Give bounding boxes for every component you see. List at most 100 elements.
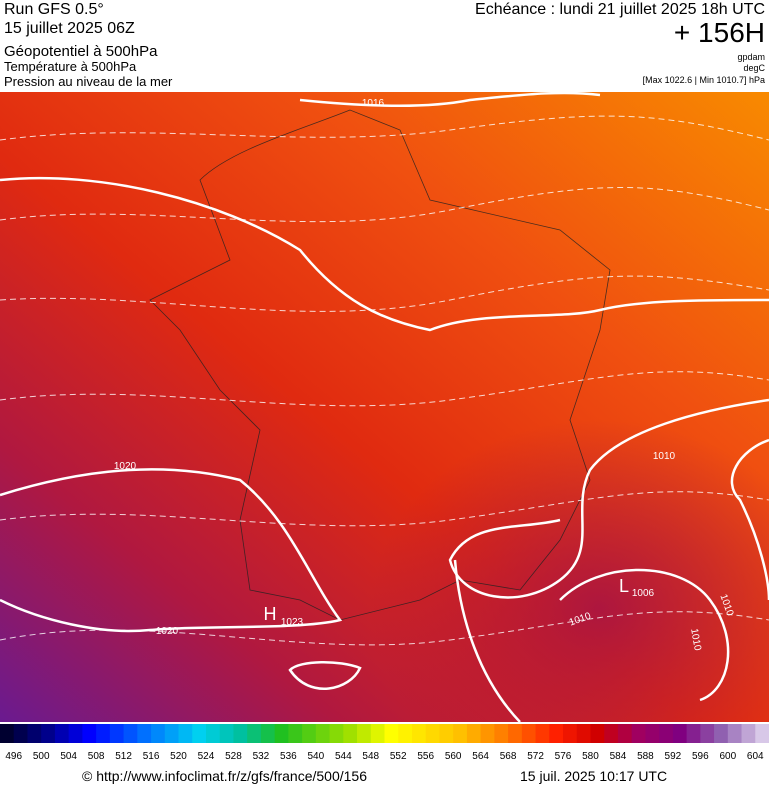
colorbar-label: 532	[253, 751, 270, 762]
run: Run GFS 0.5°	[4, 1, 104, 18]
colorbar-swatch	[494, 724, 509, 743]
colorbar-label: 580	[582, 751, 599, 762]
colorbar-swatch	[0, 724, 15, 743]
colorbar-label: 604	[747, 751, 764, 762]
timestamp: 15 juil. 2025 10:17 UTC	[520, 768, 667, 784]
colorbar-label: 560	[445, 751, 462, 762]
colorbar-swatch	[727, 724, 743, 743]
isobar-label: L	[619, 576, 629, 596]
echeance: Echéance : lundi 21 juillet 2025 18h UTC	[475, 1, 765, 18]
colorbar-swatch	[329, 724, 344, 743]
colorbar-label: 508	[88, 751, 105, 762]
colorbar-swatch	[164, 724, 180, 743]
low-shading	[0, 92, 769, 722]
colorbar-swatch	[288, 724, 303, 743]
isobar	[0, 176, 769, 332]
colorbar-label: 516	[143, 751, 160, 762]
colorbar-swatch	[68, 724, 83, 743]
isotherm	[0, 371, 769, 407]
colorbar-swatch	[370, 724, 385, 743]
isobar-label: 1006	[632, 588, 655, 599]
colorbar-label: 548	[362, 751, 379, 762]
map	[0, 91, 769, 723]
colorbar-swatch	[343, 724, 358, 743]
colorbar-label: 568	[500, 751, 517, 762]
colorbar-swatch	[192, 724, 207, 743]
colorbar-swatch	[755, 724, 769, 743]
date: 15 juillet 2025 06Z	[4, 20, 135, 37]
isotherm	[0, 187, 769, 223]
colorbar-label: 512	[115, 751, 132, 762]
colorbar-label: 540	[307, 751, 324, 762]
isobar-label: 1020	[156, 626, 179, 637]
colorbar-swatch	[260, 724, 276, 743]
colorbar-swatch	[453, 724, 468, 743]
colorbar-swatch	[563, 724, 578, 743]
isobar	[288, 660, 362, 690]
colorbar-swatch	[398, 724, 413, 743]
colorbar-label: 528	[225, 751, 242, 762]
colorbar-swatch	[672, 724, 688, 743]
colorbar-swatch	[178, 724, 193, 743]
colorbar-swatch	[466, 724, 482, 743]
isobar	[0, 468, 343, 633]
colorbar-swatch	[302, 724, 317, 743]
isobar-label: H	[264, 604, 277, 624]
colorbar-label: 596	[692, 751, 709, 762]
colorbar-swatch	[439, 724, 454, 743]
colorbar-swatch	[315, 724, 331, 743]
colorbar-swatch	[604, 724, 619, 743]
isobar	[299, 91, 601, 108]
isobar-label: 1016	[362, 98, 385, 109]
field: Géopotentiel à 500hPa	[4, 43, 158, 60]
colorbar-swatch	[137, 724, 152, 743]
colorbar-label: 552	[390, 751, 407, 762]
colorbar-swatch	[714, 724, 729, 743]
header: Run GFS 0.5° 15 juillet 2025 06Z Géopote…	[4, 1, 766, 784]
colorbar-swatch	[411, 724, 427, 743]
source-url: © http://www.infoclimat.fr/z/gfs/france/…	[82, 768, 367, 784]
colorbar-swatch	[686, 724, 701, 743]
colorbar-label: 576	[555, 751, 572, 762]
isotherm	[0, 491, 769, 527]
field: Température à 500hPa	[4, 59, 137, 74]
isobar	[559, 568, 730, 702]
colorbar-swatch	[357, 724, 372, 743]
colorbar-label: 592	[665, 751, 682, 762]
colorbar-label: 564	[472, 751, 489, 762]
colorbar-swatch	[54, 724, 70, 743]
field: Pression au niveau de la mer	[4, 74, 173, 89]
colorbar-swatch	[96, 724, 111, 743]
colorbar-swatch	[741, 724, 756, 743]
colorbar-swatch	[109, 724, 125, 743]
colorbar-label: 496	[5, 751, 22, 762]
isobar	[730, 438, 769, 601]
colorbar-label: 544	[335, 751, 352, 762]
colorbar-label: 572	[527, 751, 544, 762]
colorbar-swatch	[617, 724, 633, 743]
colorbar-swatch	[274, 724, 289, 743]
colorbar-swatch	[480, 724, 495, 743]
colorbar-swatch	[41, 724, 56, 743]
colorbar-label: 584	[610, 751, 627, 762]
colorbar-swatch	[384, 724, 399, 743]
country-border	[149, 109, 611, 621]
colorbar-swatch	[645, 724, 660, 743]
colorbar-label: 500	[33, 751, 50, 762]
colorbar-swatch	[700, 724, 715, 743]
colorbar-label: 520	[170, 751, 187, 762]
colorbar-swatch	[27, 724, 42, 743]
colorbar-swatch	[590, 724, 605, 743]
colorbar-label: 588	[637, 751, 654, 762]
colorbar-swatch	[549, 724, 564, 743]
colorbar-swatch	[151, 724, 166, 743]
isobar	[453, 559, 521, 723]
colorbar-swatch	[425, 724, 440, 743]
isotherm	[0, 115, 769, 141]
lead-time: + 156H	[674, 17, 765, 48]
colorbar-swatch	[521, 724, 537, 743]
colorbar-swatch	[247, 724, 262, 743]
isobar	[448, 398, 769, 599]
range: [Max 1022.6 | Min 1010.7] hPa	[643, 75, 765, 85]
